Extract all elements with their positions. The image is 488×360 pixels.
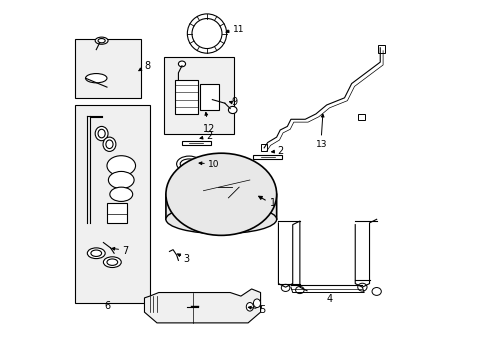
Text: 10: 10 — [207, 160, 219, 169]
Ellipse shape — [187, 14, 226, 53]
Text: 4: 4 — [326, 294, 332, 304]
Ellipse shape — [85, 73, 107, 83]
Polygon shape — [165, 194, 276, 225]
Ellipse shape — [106, 140, 113, 149]
Ellipse shape — [228, 107, 237, 113]
Ellipse shape — [192, 18, 222, 49]
Bar — [175, 80, 198, 114]
Ellipse shape — [176, 156, 201, 172]
Text: 6: 6 — [103, 301, 110, 311]
Ellipse shape — [357, 283, 366, 291]
Bar — [378, 45, 384, 53]
Ellipse shape — [110, 187, 132, 202]
Text: 1: 1 — [269, 198, 275, 207]
Ellipse shape — [253, 299, 260, 307]
Text: 13: 13 — [316, 140, 327, 149]
Bar — [260, 144, 266, 152]
Text: 8: 8 — [144, 62, 150, 71]
Ellipse shape — [95, 126, 108, 141]
Text: 2: 2 — [277, 146, 283, 156]
Ellipse shape — [246, 302, 253, 311]
Text: 12: 12 — [202, 123, 215, 134]
Bar — [357, 113, 364, 120]
Ellipse shape — [103, 257, 121, 267]
Polygon shape — [182, 141, 210, 145]
Ellipse shape — [87, 248, 105, 258]
Text: 3: 3 — [183, 253, 189, 264]
Ellipse shape — [107, 259, 118, 265]
Ellipse shape — [108, 171, 134, 189]
Bar — [107, 203, 126, 223]
Polygon shape — [144, 289, 260, 323]
Ellipse shape — [98, 39, 105, 43]
Ellipse shape — [107, 156, 135, 176]
Bar — [75, 105, 149, 303]
Polygon shape — [253, 155, 282, 159]
Ellipse shape — [180, 159, 198, 169]
Ellipse shape — [98, 129, 105, 138]
Ellipse shape — [178, 61, 185, 67]
Ellipse shape — [91, 250, 102, 256]
Text: 5: 5 — [259, 305, 265, 315]
Ellipse shape — [371, 288, 381, 296]
Text: 9: 9 — [231, 97, 237, 107]
Text: 2: 2 — [205, 131, 212, 141]
Text: 11: 11 — [233, 25, 244, 34]
Bar — [200, 84, 219, 111]
Bar — [75, 39, 141, 98]
Ellipse shape — [295, 287, 304, 294]
Ellipse shape — [95, 37, 108, 44]
Ellipse shape — [165, 153, 276, 235]
Ellipse shape — [165, 205, 276, 234]
Ellipse shape — [212, 163, 237, 179]
Ellipse shape — [103, 137, 116, 152]
Ellipse shape — [281, 284, 289, 292]
Text: 7: 7 — [122, 246, 128, 256]
Bar — [164, 57, 233, 134]
